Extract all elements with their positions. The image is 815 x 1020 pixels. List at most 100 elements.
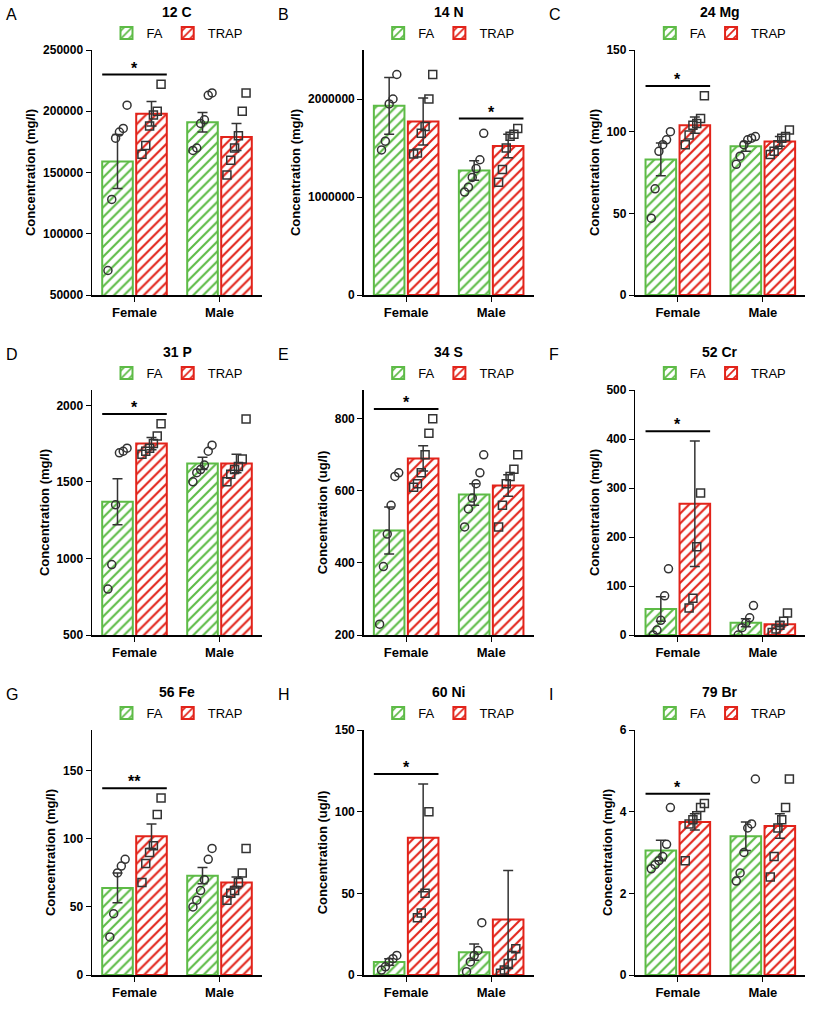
svg-text:200000: 200000	[43, 104, 83, 118]
svg-text:79 Br: 79 Br	[702, 684, 738, 700]
svg-text:300: 300	[606, 481, 626, 495]
svg-text:*: *	[131, 60, 138, 77]
svg-text:C: C	[549, 6, 561, 23]
svg-text:**: **	[128, 773, 141, 790]
svg-text:Female: Female	[655, 305, 700, 320]
svg-text:50000: 50000	[50, 288, 84, 302]
svg-text:Male: Male	[205, 985, 234, 1000]
svg-text:TRAP: TRAP	[751, 706, 786, 721]
svg-text:TRAP: TRAP	[208, 366, 243, 381]
svg-text:2: 2	[620, 887, 627, 901]
svg-text:56 Fe: 56 Fe	[159, 684, 195, 700]
svg-text:1000: 1000	[56, 552, 83, 566]
svg-text:FA: FA	[418, 706, 434, 721]
svg-text:Male: Male	[748, 645, 777, 660]
svg-text:Female: Female	[112, 645, 157, 660]
svg-text:*: *	[674, 71, 681, 88]
svg-text:*: *	[674, 416, 681, 433]
svg-text:TRAP: TRAP	[479, 706, 514, 721]
svg-text:50: 50	[70, 900, 84, 914]
svg-text:250000: 250000	[43, 43, 83, 57]
svg-text:2000000: 2000000	[308, 92, 355, 106]
svg-text:31 P: 31 P	[163, 344, 192, 360]
svg-text:FA: FA	[147, 366, 163, 381]
svg-text:500: 500	[606, 383, 626, 397]
svg-text:Female: Female	[384, 985, 429, 1000]
svg-text:0: 0	[620, 628, 627, 642]
svg-text:Female: Female	[112, 305, 157, 320]
svg-text:FA: FA	[690, 26, 706, 41]
svg-text:*: *	[674, 779, 681, 796]
svg-text:*: *	[131, 399, 138, 416]
svg-text:Concentration (ug/l): Concentration (ug/l)	[315, 791, 330, 915]
svg-text:Concentration (mg/l): Concentration (mg/l)	[43, 789, 58, 916]
svg-text:800: 800	[335, 412, 355, 426]
svg-text:TRAP: TRAP	[208, 26, 243, 41]
svg-text:400: 400	[335, 556, 355, 570]
svg-text:0: 0	[76, 968, 83, 982]
svg-text:TRAP: TRAP	[479, 366, 514, 381]
svg-text:52 Cr: 52 Cr	[702, 344, 738, 360]
svg-text:50: 50	[613, 207, 627, 221]
svg-text:12 C: 12 C	[162, 4, 192, 20]
svg-text:Concentration (ug/l): Concentration (ug/l)	[315, 451, 330, 575]
svg-text:TRAP: TRAP	[479, 26, 514, 41]
svg-text:200: 200	[606, 530, 626, 544]
svg-text:Concentration (mg/l): Concentration (mg/l)	[23, 109, 38, 236]
svg-text:100: 100	[606, 125, 626, 139]
svg-text:14 N: 14 N	[434, 4, 464, 20]
svg-text:150: 150	[63, 764, 83, 778]
svg-text:Concentration (mg/l): Concentration (mg/l)	[600, 789, 615, 916]
svg-text:FA: FA	[418, 26, 434, 41]
svg-text:400: 400	[606, 432, 626, 446]
svg-text:1000000: 1000000	[308, 190, 355, 204]
svg-text:FA: FA	[690, 366, 706, 381]
svg-text:F: F	[549, 346, 559, 363]
svg-text:Female: Female	[112, 985, 157, 1000]
svg-text:50: 50	[341, 887, 355, 901]
svg-text:I: I	[549, 686, 553, 703]
svg-text:Concentration (mg/l): Concentration (mg/l)	[288, 109, 303, 236]
svg-text:H: H	[278, 686, 290, 703]
svg-text:TRAP: TRAP	[751, 366, 786, 381]
svg-text:100000: 100000	[43, 227, 83, 241]
svg-text:500: 500	[63, 628, 83, 642]
svg-text:E: E	[278, 346, 289, 363]
svg-text:TRAP: TRAP	[208, 706, 243, 721]
svg-text:Concentration (mg/l): Concentration (mg/l)	[37, 449, 52, 576]
svg-text:D: D	[6, 346, 18, 363]
svg-text:100: 100	[335, 805, 355, 819]
svg-text:600: 600	[335, 484, 355, 498]
svg-text:Male: Male	[477, 985, 506, 1000]
svg-text:FA: FA	[147, 706, 163, 721]
svg-text:4: 4	[620, 805, 627, 819]
svg-text:FA: FA	[147, 26, 163, 41]
svg-text:60 Ni: 60 Ni	[432, 684, 465, 700]
svg-text:100: 100	[63, 832, 83, 846]
svg-text:Male: Male	[477, 645, 506, 660]
svg-text:Male: Male	[205, 645, 234, 660]
svg-text:100: 100	[606, 579, 626, 593]
svg-text:1500: 1500	[56, 475, 83, 489]
svg-text:34 S: 34 S	[434, 344, 463, 360]
svg-text:*: *	[403, 394, 410, 411]
svg-text:Male: Male	[205, 305, 234, 320]
svg-text:Female: Female	[655, 985, 700, 1000]
svg-text:0: 0	[348, 288, 355, 302]
svg-text:150000: 150000	[43, 166, 83, 180]
svg-text:0: 0	[620, 968, 627, 982]
svg-text:0: 0	[620, 288, 627, 302]
svg-text:150: 150	[335, 723, 355, 737]
svg-text:24 Mg: 24 Mg	[700, 4, 740, 20]
svg-text:Concentration (mg/l): Concentration (mg/l)	[587, 109, 602, 236]
svg-text:A: A	[6, 6, 17, 23]
svg-text:*: *	[403, 759, 410, 776]
svg-text:Male: Male	[748, 305, 777, 320]
svg-text:FA: FA	[418, 366, 434, 381]
svg-text:FA: FA	[690, 706, 706, 721]
svg-text:Concentration (mg/l): Concentration (mg/l)	[587, 449, 602, 576]
svg-text:Female: Female	[384, 645, 429, 660]
svg-text:0: 0	[348, 968, 355, 982]
svg-text:Male: Male	[748, 985, 777, 1000]
svg-text:B: B	[278, 6, 289, 23]
